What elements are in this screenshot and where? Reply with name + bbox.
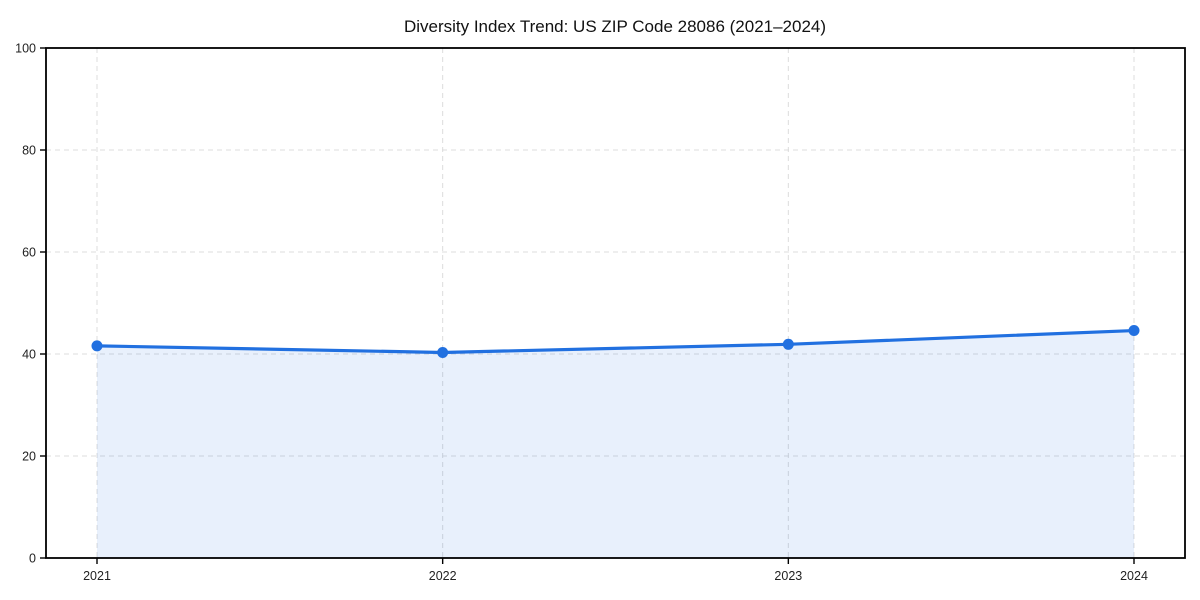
data-point-2022 bbox=[437, 346, 449, 358]
chart-title: Diversity Index Trend: US ZIP Code 28086… bbox=[404, 17, 826, 36]
plot-area: 0 20 40 60 80 100 2021 2022 2023 2024 bbox=[15, 42, 1186, 583]
y-tick-label: 0 bbox=[29, 552, 36, 566]
plot-border bbox=[45, 47, 1186, 559]
x-tick-label: 2024 bbox=[1120, 569, 1148, 583]
x-tick-label: 2021 bbox=[83, 569, 111, 583]
y-tick-label: 100 bbox=[15, 42, 36, 56]
x-tick-label: 2022 bbox=[429, 569, 457, 583]
y-tick-label: 40 bbox=[22, 348, 36, 362]
x-tick-label: 2023 bbox=[774, 569, 802, 583]
y-tick-label: 20 bbox=[22, 450, 36, 464]
data-point-2024 bbox=[1128, 325, 1140, 337]
trend-line bbox=[95, 328, 1136, 355]
area-fill bbox=[97, 330, 1134, 558]
y-tick-label: 60 bbox=[22, 246, 36, 260]
data-point-2023 bbox=[782, 338, 794, 350]
data-point-2021 bbox=[91, 340, 103, 352]
y-tick-label: 80 bbox=[22, 144, 36, 158]
